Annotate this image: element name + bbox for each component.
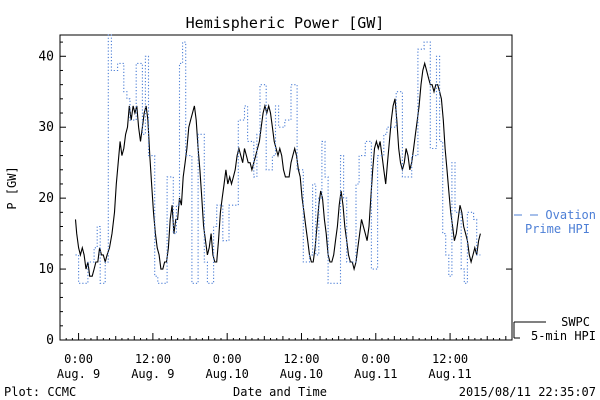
x-tick-label-time: 0:00 [64, 352, 93, 366]
x-tick-label-time: 0:00 [361, 352, 390, 366]
y-tick-label: 40 [38, 49, 54, 64]
x-tick-label-date: Aug.11 [354, 367, 397, 381]
legend-swpc-label: SWPC [561, 315, 590, 329]
y-axis: 0 10 20 30 40 [38, 41, 512, 348]
x-tick-label-time: 0:00 [213, 352, 242, 366]
x-tick-label-date: Aug.10 [280, 367, 323, 381]
legend-ovation-label: Ovation [545, 208, 596, 222]
y-axis-label: P [GW] [5, 166, 19, 209]
footer-right: 2015/08/11 22:35:07 [459, 385, 596, 399]
x-axis-label: Date and Time [233, 385, 327, 399]
x-tick-label-date: Aug. 9 [57, 367, 100, 381]
x-tick-label-time: 12:00 [283, 352, 319, 366]
series-swpc-5min-hpi [74, 61, 481, 277]
x-tick-label-date: Aug.10 [205, 367, 248, 381]
chart-title: Hemispheric Power [GW] [186, 14, 385, 32]
y-tick-label: 30 [38, 120, 54, 135]
footer-left: Plot: CCMC [4, 385, 76, 399]
plot-frame [59, 34, 513, 341]
legend-ovation-label: Prime HPI [525, 222, 590, 236]
x-tick-label-time: 12:00 [432, 352, 468, 366]
x-tick-label-date: Aug.11 [428, 367, 471, 381]
x-tick-label-time: 12:00 [135, 352, 171, 366]
y-tick-label: 10 [38, 262, 54, 277]
legend-swpc-label: 5-min HPI [531, 329, 596, 343]
y-tick-label: 0 [46, 333, 54, 348]
series-ovation-prime-hpi [75, 34, 481, 284]
y-tick-label: 20 [38, 191, 54, 206]
series-layer [74, 34, 481, 284]
x-tick-label-date: Aug. 9 [131, 367, 174, 381]
